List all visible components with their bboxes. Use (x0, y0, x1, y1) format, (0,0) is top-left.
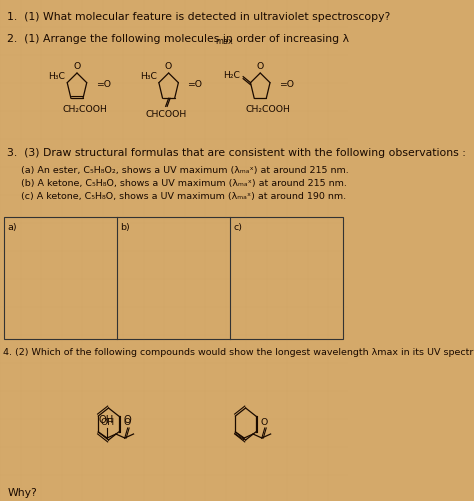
Text: H₂C: H₂C (223, 71, 240, 80)
Text: a): a) (7, 222, 17, 231)
Text: O: O (260, 417, 268, 426)
Text: b): b) (120, 222, 130, 231)
Text: O: O (123, 417, 130, 426)
Text: =O: =O (279, 80, 294, 89)
Text: 4. (2) Which of the following compounds would show the longest wavelength λmax i: 4. (2) Which of the following compounds … (3, 347, 474, 356)
Text: O: O (73, 62, 81, 71)
Text: 2.  (1) Arrange the following molecules in order of increasing λ: 2. (1) Arrange the following molecules i… (7, 34, 349, 44)
Text: (b) A ketone, C₅H₈O, shows a UV maximum (λₘₐˣ) at around 215 nm.: (b) A ketone, C₅H₈O, shows a UV maximum … (20, 179, 346, 188)
Text: CH₂COOH: CH₂COOH (62, 105, 107, 114)
Text: =O: =O (187, 80, 202, 89)
Text: O: O (165, 62, 172, 71)
Text: H₃C: H₃C (48, 72, 65, 81)
Text: O: O (256, 62, 264, 71)
Text: OH: OH (98, 414, 113, 424)
Text: max: max (215, 37, 233, 46)
Text: O: O (124, 414, 132, 424)
Bar (4, 217, 343, 339)
Text: 1.  (1) What molecular feature is detected in ultraviolet spectroscopy?: 1. (1) What molecular feature is detecte… (7, 12, 391, 22)
Text: Why?: Why? (7, 487, 37, 497)
Text: CHCOOH: CHCOOH (145, 110, 186, 119)
Text: =O: =O (96, 80, 111, 89)
Text: OH: OH (100, 417, 114, 426)
Text: H₃C: H₃C (140, 72, 157, 81)
Text: (a) An ester, C₅H₈O₂, shows a UV maximum (λₘₐˣ) at around 215 nm.: (a) An ester, C₅H₈O₂, shows a UV maximum… (20, 166, 348, 175)
Text: CH₂COOH: CH₂COOH (246, 105, 290, 114)
Text: .: . (225, 34, 228, 44)
Text: (c) A ketone, C₅H₈O, shows a UV maximum (λₘₐˣ) at around 190 nm.: (c) A ketone, C₅H₈O, shows a UV maximum … (20, 191, 346, 200)
Text: c): c) (233, 222, 242, 231)
Text: 3.  (3) Draw structural formulas that are consistent with the following observat: 3. (3) Draw structural formulas that are… (7, 148, 466, 158)
